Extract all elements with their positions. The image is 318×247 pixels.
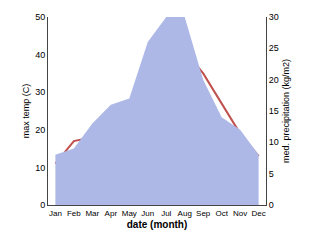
svg-text:Sep: Sep [196, 209, 211, 218]
svg-text:10: 10 [269, 137, 279, 147]
svg-text:20: 20 [35, 125, 45, 135]
svg-text:Aug: Aug [178, 209, 192, 218]
svg-text:30: 30 [269, 12, 279, 22]
svg-text:40: 40 [35, 50, 45, 60]
svg-text:25: 25 [269, 43, 279, 53]
svg-text:Jan: Jan [49, 209, 62, 218]
svg-text:Mar: Mar [85, 209, 99, 218]
svg-text:Feb: Feb [67, 209, 81, 218]
svg-text:Jun: Jun [141, 209, 154, 218]
svg-text:Apr: Apr [105, 209, 118, 218]
svg-text:Nov: Nov [233, 209, 247, 218]
svg-text:May: May [122, 209, 137, 218]
svg-text:max temp (C): max temp (C) [21, 84, 31, 139]
svg-text:0: 0 [269, 200, 274, 210]
svg-text:30: 30 [35, 87, 45, 97]
svg-text:med. precipitation (kg/m2): med. precipitation (kg/m2) [281, 59, 291, 163]
svg-text:20: 20 [269, 75, 279, 85]
svg-text:0: 0 [40, 200, 45, 210]
svg-text:5: 5 [269, 169, 274, 179]
svg-text:Jul: Jul [161, 209, 171, 218]
svg-text:15: 15 [269, 106, 279, 116]
svg-text:Dec: Dec [251, 209, 265, 218]
svg-text:50: 50 [35, 12, 45, 22]
svg-text:10: 10 [35, 163, 45, 173]
svg-text:Oct: Oct [215, 209, 228, 218]
svg-text:date (month): date (month) [127, 219, 188, 230]
